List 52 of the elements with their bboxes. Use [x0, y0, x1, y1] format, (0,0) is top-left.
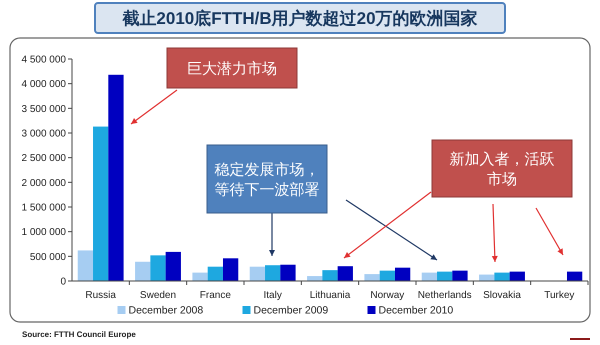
annotation: 巨大潜力市场 [187, 60, 277, 78]
bar [222, 258, 238, 281]
y-tick-label: 3 000 000 [22, 128, 66, 140]
y-tick-label: 1 000 000 [22, 227, 66, 238]
bar [394, 268, 410, 281]
y-tick-label: 0 [60, 276, 66, 288]
y-tick-label: 4 000 000 [22, 79, 66, 90]
y-tick-label: 4 500 000 [22, 54, 66, 66]
bar [307, 276, 322, 281]
bar [452, 270, 468, 281]
x-tick-label: France [200, 290, 232, 301]
bar [150, 255, 166, 281]
source-note: Source: FTTH Council Europe [22, 330, 136, 339]
bar [322, 270, 338, 281]
x-tick-label: Norway [370, 290, 404, 301]
bar [93, 126, 108, 281]
bar [250, 266, 266, 281]
x-tick-label: Russia [85, 290, 116, 301]
legend-label: December 2009 [254, 304, 328, 317]
x-tick-label: Slovakia [483, 290, 522, 301]
bar [566, 272, 582, 281]
legend-label: December 2008 [128, 304, 204, 317]
y-tick-label: 1 500 000 [22, 202, 66, 214]
x-tick-label: Italy [263, 290, 282, 301]
x-tick-label: Lithuania [310, 290, 351, 301]
bar [135, 262, 150, 281]
bar [479, 274, 494, 281]
x-tick-label: Netherlands [418, 290, 472, 301]
bar [108, 74, 124, 281]
bar [494, 272, 510, 281]
y-tick-label: 2 000 000 [22, 178, 66, 189]
bar [364, 274, 380, 281]
bar [280, 264, 296, 281]
chart-title: 截止2010底FTTH/B用户数超过20万的欧洲国家 [121, 9, 478, 28]
bar [78, 250, 94, 281]
legend-label: December 2010 [378, 304, 454, 317]
bar [192, 272, 208, 281]
annotation: 稳定发展市场，等待下一波部署 [214, 161, 320, 198]
bar [208, 266, 223, 281]
bar [380, 270, 395, 281]
y-tick-label: 3 500 000 [22, 104, 66, 115]
bar [338, 266, 353, 281]
bar [265, 265, 280, 281]
x-tick-label: Sweden [140, 290, 176, 301]
y-tick-label: 500 000 [30, 252, 66, 263]
bar [422, 272, 438, 281]
bar [510, 272, 525, 281]
y-tick-label: 2 500 000 [22, 153, 66, 164]
bar [437, 272, 452, 281]
bar [166, 252, 181, 281]
x-tick-label: Turkey [544, 290, 574, 301]
annotation: 新加入者，活跃市场 [450, 150, 554, 188]
